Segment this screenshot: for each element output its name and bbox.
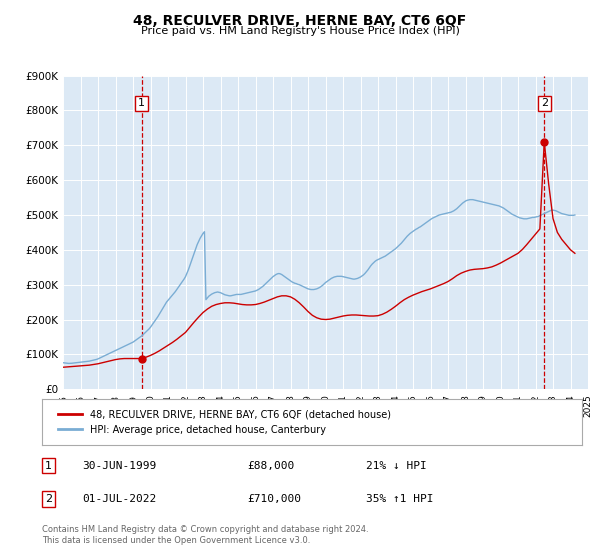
Text: 2: 2: [45, 494, 52, 504]
Text: Price paid vs. HM Land Registry's House Price Index (HPI): Price paid vs. HM Land Registry's House …: [140, 26, 460, 36]
Text: £710,000: £710,000: [247, 494, 301, 504]
Text: 35% ↑1 HPI: 35% ↑1 HPI: [366, 494, 433, 504]
Text: 30-JUN-1999: 30-JUN-1999: [83, 460, 157, 470]
Text: 21% ↓ HPI: 21% ↓ HPI: [366, 460, 427, 470]
Text: 48, RECULVER DRIVE, HERNE BAY, CT6 6QF: 48, RECULVER DRIVE, HERNE BAY, CT6 6QF: [133, 14, 467, 28]
Text: 01-JUL-2022: 01-JUL-2022: [83, 494, 157, 504]
Text: 2: 2: [541, 99, 548, 109]
Text: £88,000: £88,000: [247, 460, 295, 470]
Legend: 48, RECULVER DRIVE, HERNE BAY, CT6 6QF (detached house), HPI: Average price, det: 48, RECULVER DRIVE, HERNE BAY, CT6 6QF (…: [52, 404, 397, 441]
Text: 1: 1: [138, 99, 145, 109]
Text: Contains HM Land Registry data © Crown copyright and database right 2024.
This d: Contains HM Land Registry data © Crown c…: [42, 525, 368, 545]
Text: 1: 1: [45, 460, 52, 470]
